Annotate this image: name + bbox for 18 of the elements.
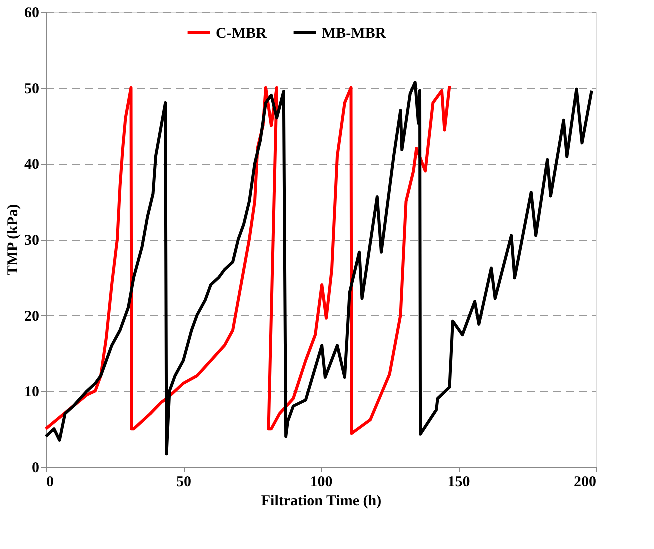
line-series (44, 81, 594, 456)
y-tick-label: 20 (24, 308, 40, 325)
y-tick-label: 60 (24, 6, 40, 22)
y-tick-label: 10 (24, 384, 40, 401)
legend-label: C-MBR (216, 26, 267, 42)
x-tick-label: 0 (46, 474, 54, 490)
y-tick-label: 30 (24, 233, 40, 249)
y-tick-label: 40 (24, 157, 40, 174)
x-tick-label: 150 (448, 474, 470, 490)
x-axis-title: Filtration Time (h) (261, 494, 382, 510)
x-tick-label: 50 (176, 474, 192, 490)
line-series (44, 84, 452, 436)
x-tick-label: 100 (310, 474, 333, 490)
y-axis-title: TMP (kPa) (6, 204, 22, 276)
y-tick-label: 50 (24, 81, 40, 98)
x-tick-label: 200 (574, 474, 596, 490)
y-tick-label: 0 (32, 460, 40, 476)
legend-label: MB-MBR (322, 26, 386, 42)
